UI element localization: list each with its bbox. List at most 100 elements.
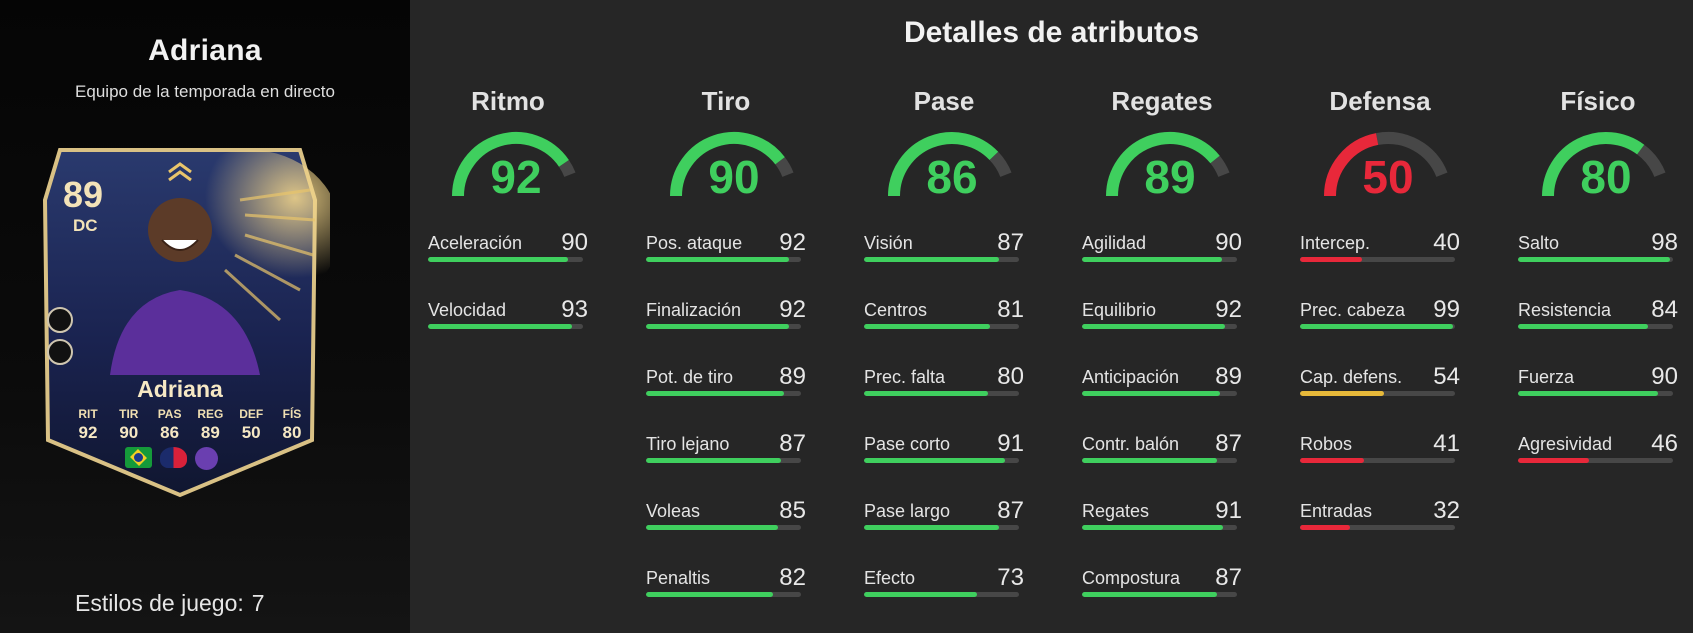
card-stat-rit: RIT 92 bbox=[70, 407, 106, 443]
attribute-value: 91 bbox=[997, 430, 1024, 457]
attribute-value: 90 bbox=[561, 229, 588, 256]
attribute-label: Efecto bbox=[864, 568, 916, 588]
gauge-track bbox=[1636, 144, 1666, 178]
attribute-bar-fill bbox=[864, 391, 988, 396]
attribute-label: Visión bbox=[864, 233, 913, 253]
attribute-bar-track bbox=[864, 458, 1019, 463]
attribute-label: Prec. falta bbox=[864, 367, 946, 387]
attribute-bar-fill bbox=[646, 458, 781, 463]
attribute-row: Centros 81 bbox=[864, 296, 1024, 340]
card-stat-pas: PAS 86 bbox=[152, 407, 188, 443]
attribute-label: Anticipación bbox=[1082, 367, 1180, 387]
player-name: Adriana bbox=[148, 34, 262, 67]
category-value: 89 bbox=[1144, 151, 1196, 203]
gauge-track bbox=[1210, 155, 1230, 178]
attribute-row: Visión 87 bbox=[864, 229, 1024, 273]
category-value: 90 bbox=[708, 151, 760, 203]
card-stat-def: DEF 50 bbox=[233, 407, 269, 443]
attribute-row: Aceleración 90 bbox=[428, 229, 588, 273]
attribute-row: Resistencia 84 bbox=[1518, 296, 1678, 340]
attribute-label: Velocidad bbox=[428, 300, 507, 320]
attribute-bar-track bbox=[1518, 257, 1673, 262]
gauge-fill bbox=[670, 132, 785, 197]
attribute-bar-track bbox=[428, 324, 583, 329]
attribute-row: Salto 98 bbox=[1518, 229, 1678, 273]
gauge-track bbox=[1376, 132, 1448, 178]
attribute-label: Voleas bbox=[646, 501, 701, 521]
category-name: Ritmo bbox=[471, 86, 545, 116]
attribute-row: Pos. ataque 92 bbox=[646, 229, 806, 273]
attribute-value: 89 bbox=[1215, 363, 1242, 390]
attribute-row: Contr. balón 87 bbox=[1082, 430, 1242, 474]
gauge-track bbox=[775, 157, 794, 178]
attribute-value: 87 bbox=[779, 430, 806, 457]
attribute-label: Entradas bbox=[1300, 501, 1373, 521]
attribute-bar-track bbox=[1518, 391, 1673, 396]
attribute-bar-track bbox=[864, 324, 1019, 329]
card-stat-label: REG bbox=[197, 407, 224, 421]
attribute-label: Pot. de tiro bbox=[646, 367, 734, 387]
attribute-value: 87 bbox=[1215, 430, 1242, 457]
attribute-bar-track bbox=[428, 257, 583, 262]
attribute-value: 85 bbox=[779, 497, 806, 524]
attribute-row: Compostura 87 bbox=[1082, 564, 1242, 608]
attribute-bar-track bbox=[864, 592, 1019, 597]
player-card[interactable]: 89 DC Adriana RIT 92 TIR 90 PAS 86 REG 89 DE… bbox=[30, 140, 330, 500]
category-name: Tiro bbox=[701, 86, 751, 116]
attribute-row: Entradas 32 bbox=[1300, 497, 1460, 541]
card-stat-label: DEF bbox=[239, 407, 264, 421]
attribute-row: Penaltis 82 bbox=[646, 564, 806, 608]
category-gauge bbox=[1106, 132, 1230, 197]
attribute-bar-track bbox=[864, 391, 1019, 396]
card-position: DC bbox=[73, 216, 98, 235]
category-gauge bbox=[452, 132, 576, 197]
attribute-row: Equilibrio 92 bbox=[1082, 296, 1242, 340]
attribute-value: 90 bbox=[1651, 363, 1678, 390]
category-value: 86 bbox=[926, 151, 978, 203]
attribute-bar-track bbox=[646, 324, 801, 329]
attribute-bar-track bbox=[1300, 257, 1455, 262]
attribute-bar-fill bbox=[1300, 458, 1364, 463]
attribute-label: Finalización bbox=[646, 300, 742, 320]
attribute-label: Compostura bbox=[1082, 568, 1181, 588]
attribute-value: 98 bbox=[1651, 229, 1678, 256]
attribute-value: 84 bbox=[1651, 296, 1678, 323]
attribute-bar-track bbox=[1300, 324, 1455, 329]
attribute-value: 46 bbox=[1651, 430, 1678, 457]
attribute-bar-fill bbox=[1082, 257, 1222, 262]
attribute-value: 92 bbox=[1215, 296, 1242, 323]
attribute-bar-track bbox=[1518, 458, 1673, 463]
attribute-label: Pase corto bbox=[864, 434, 951, 454]
attribute-row: Regates 91 bbox=[1082, 497, 1242, 541]
attribute-label: Aceleración bbox=[428, 233, 523, 253]
attribute-value: 99 bbox=[1433, 296, 1460, 323]
attribute-label: Agilidad bbox=[1082, 233, 1147, 253]
player-panel: Adriana Equipo de la temporada en direct… bbox=[0, 0, 410, 633]
attribute-bar-fill bbox=[1300, 324, 1454, 329]
attribute-bar-fill bbox=[646, 391, 784, 396]
attribute-label: Centros bbox=[864, 300, 928, 320]
category-name: Regates bbox=[1111, 86, 1213, 116]
attribute-label: Penaltis bbox=[646, 568, 711, 588]
category-value: 80 bbox=[1580, 151, 1632, 203]
attribute-value: 81 bbox=[997, 296, 1024, 323]
attribute-label: Salto bbox=[1518, 233, 1560, 253]
attribute-bar-track bbox=[1518, 324, 1673, 329]
attribute-bar-fill bbox=[646, 257, 789, 262]
attribute-label: Pase largo bbox=[864, 501, 951, 521]
attribute-row: Finalización 92 bbox=[646, 296, 806, 340]
card-stat-fis: FÍS 80 bbox=[274, 407, 310, 443]
attribute-label: Pos. ataque bbox=[646, 233, 743, 253]
card-badges bbox=[125, 447, 218, 470]
attribute-bar-track bbox=[864, 257, 1019, 262]
details-title: Detalles de atributos bbox=[903, 16, 1200, 49]
attribute-bar-track bbox=[1082, 257, 1237, 262]
attribute-bar-fill bbox=[864, 458, 1006, 463]
card-stat-label: PAS bbox=[157, 407, 182, 421]
attribute-bar-fill bbox=[646, 324, 789, 329]
attribute-bar-fill bbox=[864, 324, 990, 329]
attribute-label: Regates bbox=[1082, 501, 1150, 521]
attribute-label: Intercep. bbox=[1300, 233, 1371, 253]
club-badge-icon bbox=[195, 447, 218, 470]
attribute-bar-track bbox=[646, 592, 801, 597]
